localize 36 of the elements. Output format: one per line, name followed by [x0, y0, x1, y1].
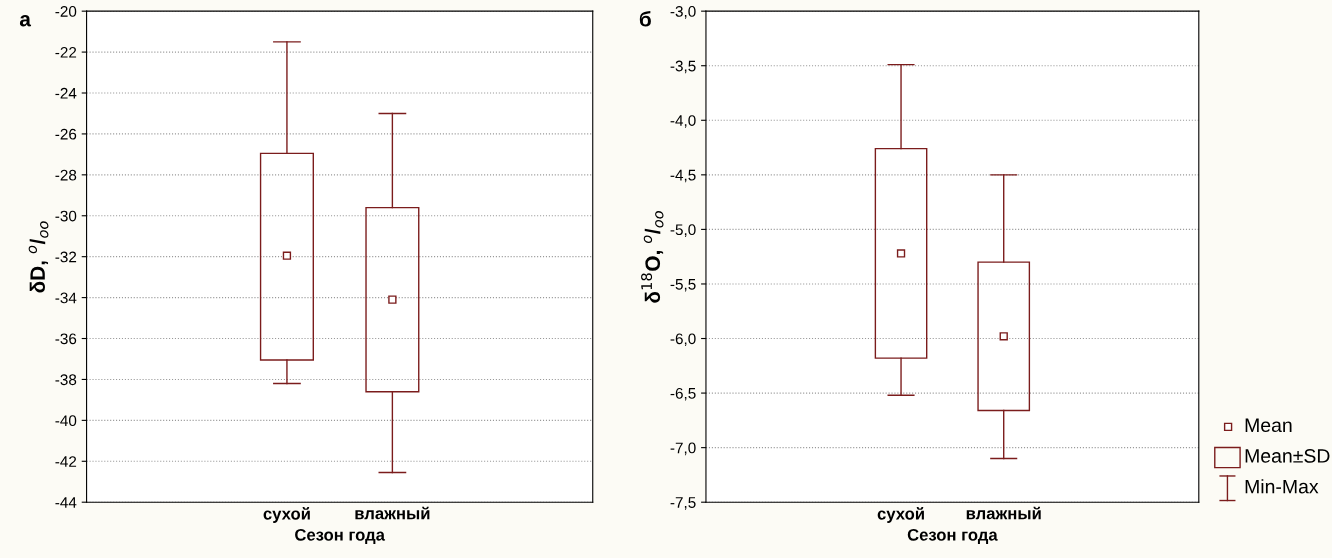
y-tick-label: -5,0 [670, 224, 696, 237]
y-tick-label: -40 [55, 415, 77, 427]
chart-title: а [19, 15, 32, 27]
y-tick-label: -3,5 [670, 60, 696, 74]
y-tick-label: -36 [55, 333, 77, 345]
x-axis-title: Сезон года [295, 528, 386, 544]
x-axis-title: Сезон года [907, 528, 998, 544]
chart-title: б [639, 10, 651, 27]
y-tick-label: -7,0 [670, 442, 696, 456]
y-tick-label: -5,5 [670, 278, 696, 292]
y-tick-label: -4,5 [670, 169, 696, 183]
y-tick-label: -20 [55, 6, 77, 17]
y-tick-label: -22 [55, 46, 77, 58]
y-tick-label: -4,0 [670, 115, 696, 128]
y-axis-title: δD, $^{o}$/$_{oo}$ [28, 221, 49, 293]
y-tick-label: -44 [55, 497, 77, 508]
y-tick-label: -32 [55, 251, 77, 263]
x-tick-label: влажный [355, 506, 430, 520]
y-tick-label: -38 [55, 374, 77, 386]
text: Min-Max [1245, 479, 1319, 494]
y-tick-label: -30 [55, 210, 77, 222]
y-axis-title: δ$^{18}$O, $^{o}$/$_{oo}$ [641, 211, 664, 303]
y-tick-label: -28 [55, 169, 77, 181]
y-tick-label: -24 [55, 87, 77, 99]
y-tick-label: -3,0 [670, 6, 696, 19]
y-tick-label: -6,0 [670, 333, 696, 347]
text: Mean [1245, 418, 1292, 433]
y-tick-label: -6,5 [670, 387, 696, 401]
x-tick-label: сухой [877, 507, 924, 523]
x-tick-label: влажный [966, 506, 1041, 520]
y-tick-label: -26 [55, 128, 77, 140]
y-tick-label: -42 [55, 456, 77, 467]
text: Mean±SD [1245, 449, 1330, 463]
x-tick-label: сухой [263, 507, 310, 523]
y-tick-label: -34 [55, 292, 77, 304]
y-tick-label: -7,5 [670, 497, 696, 510]
